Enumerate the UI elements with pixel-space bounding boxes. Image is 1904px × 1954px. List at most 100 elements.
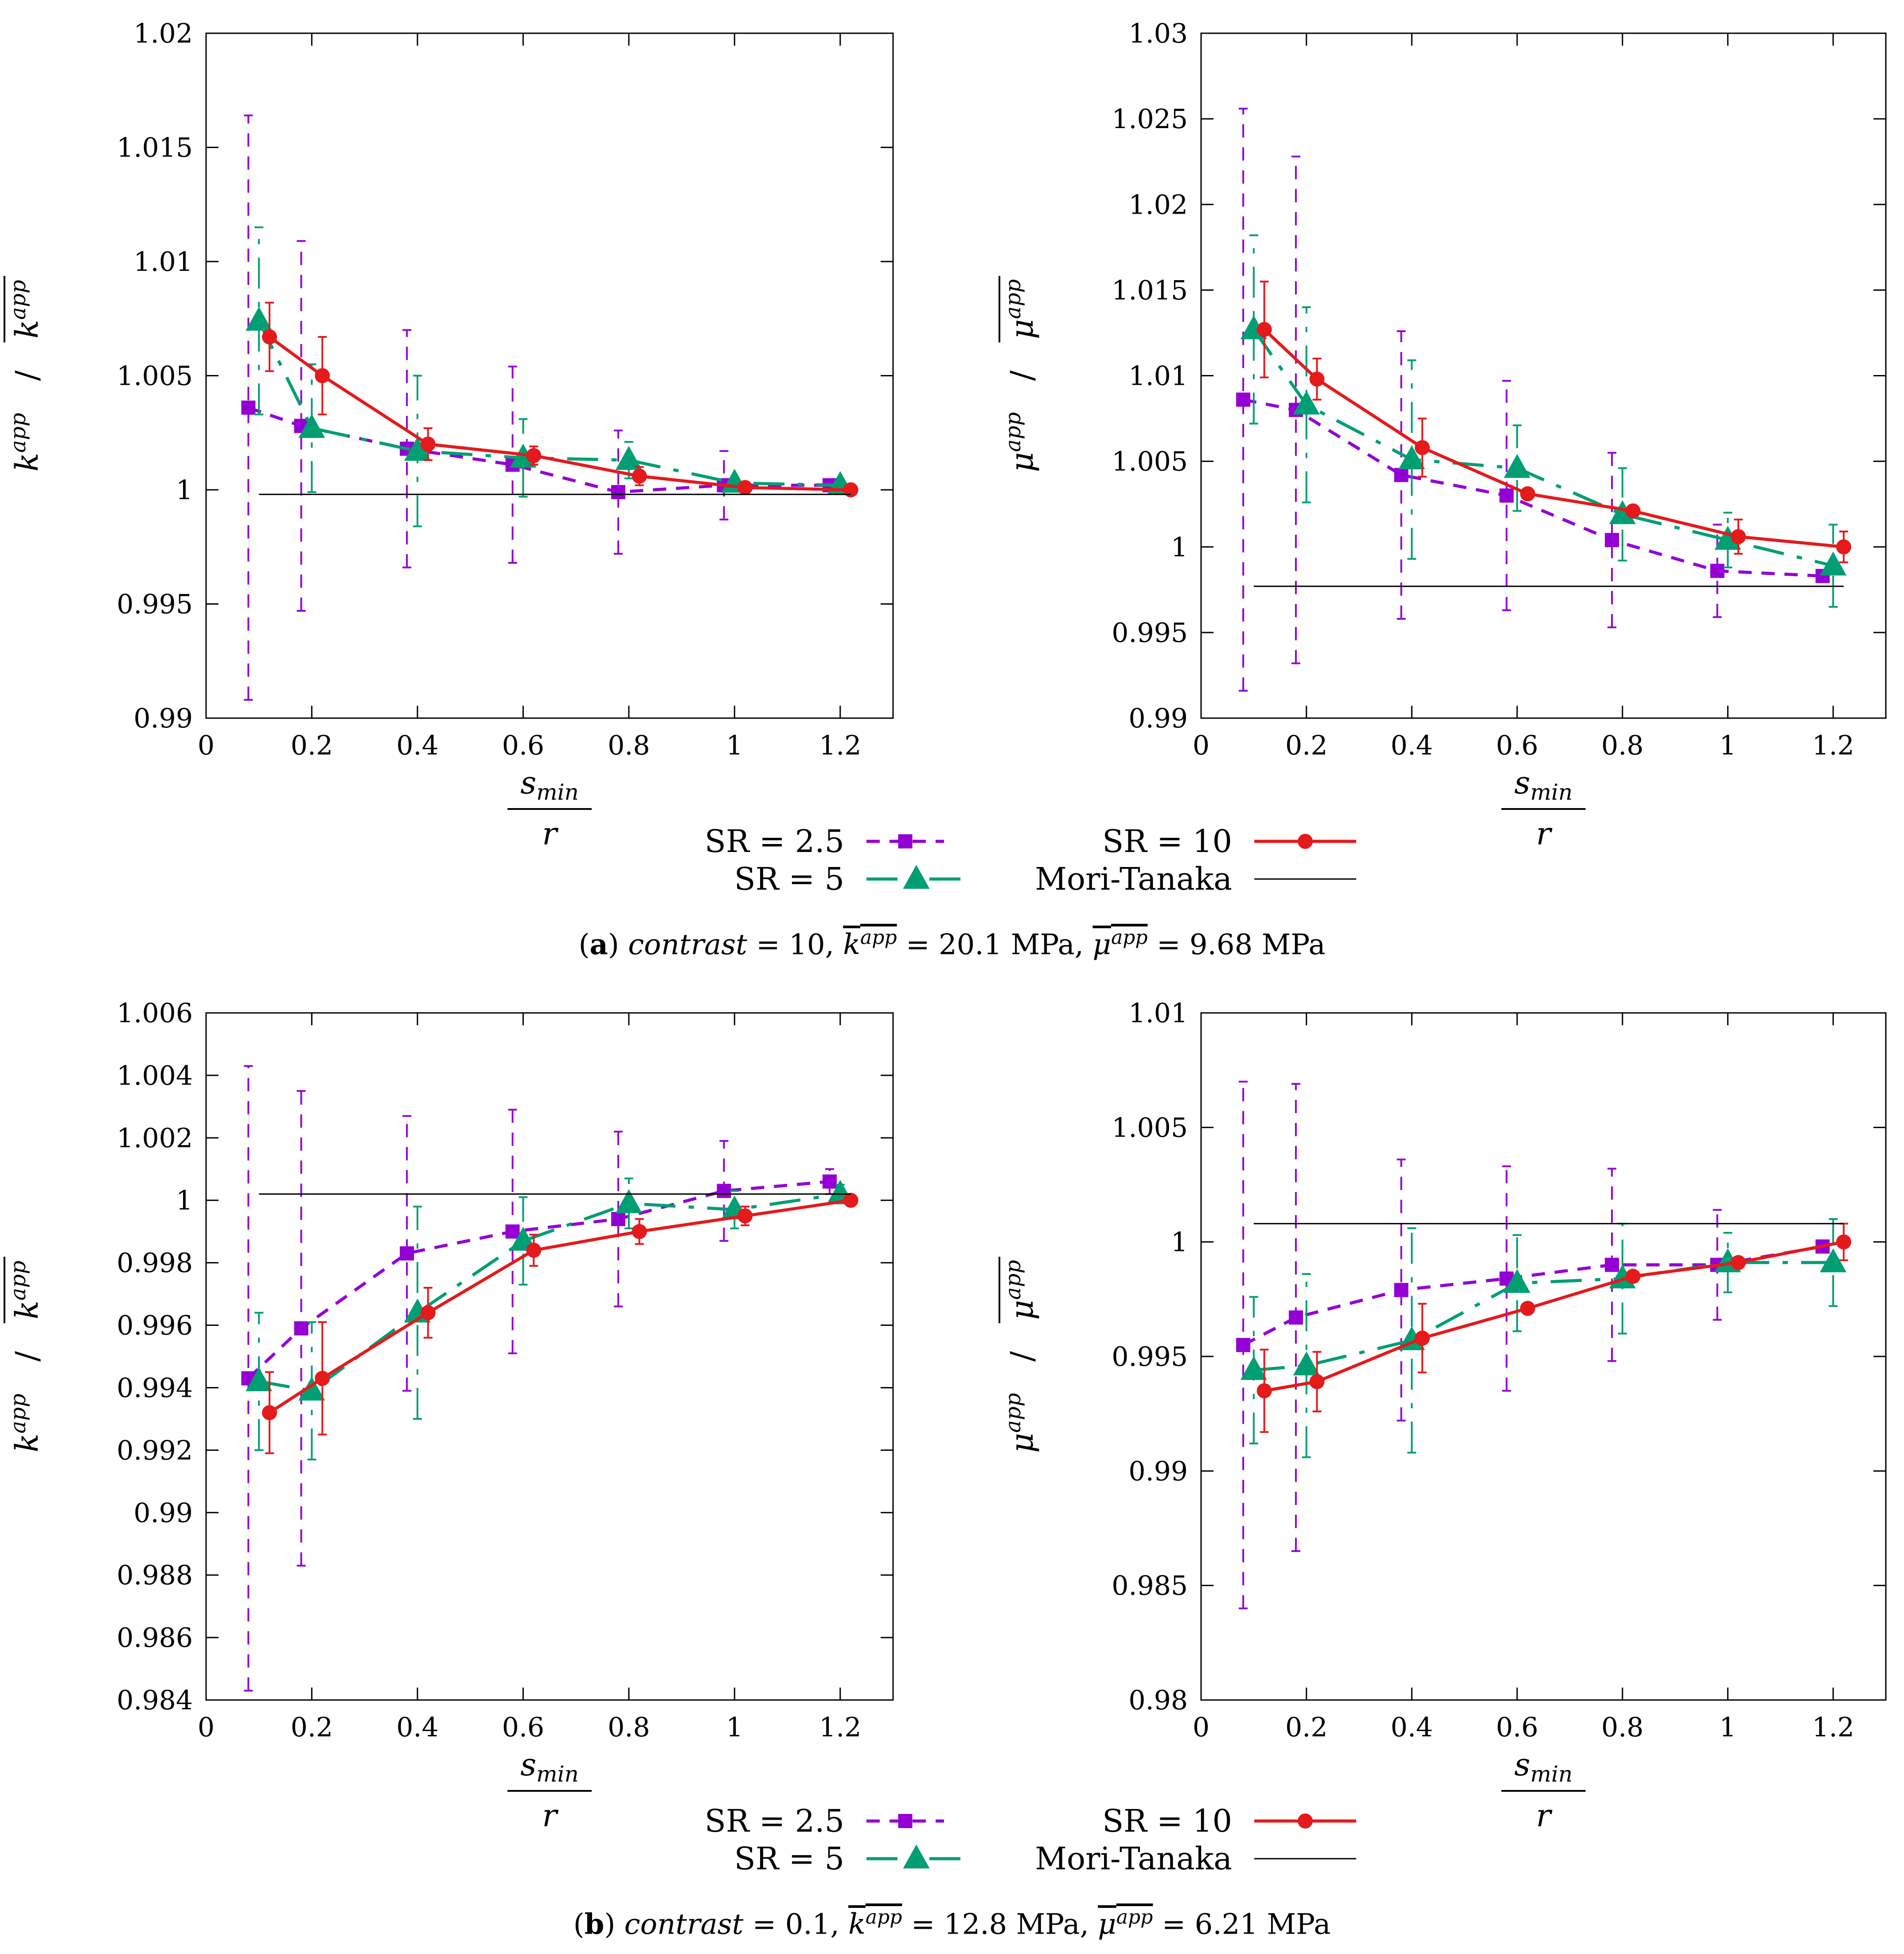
data-point-sr25 [505,1224,520,1239]
caption-b-eq: = 0.1, [743,1908,849,1941]
data-point-sr5 [615,1189,642,1213]
y-tick-label: 0.985 [1112,1571,1188,1602]
x-tick-label: 0 [198,1712,215,1743]
data-point-sr10 [632,1224,647,1239]
data-point-sr5 [1398,445,1425,469]
x-tick-label: 0 [1193,730,1210,761]
x-tick-label: 0.8 [608,730,650,761]
legend-item-sr10: SR = 10 [1102,1803,1356,1839]
caption-b: (b) contrast = 0.1, kapp = 12.8 MPa, μap… [573,1906,1331,1941]
data-point-sr10 [262,329,277,344]
series-line-sr5 [1253,1261,1834,1372]
data-point-sr10 [843,1192,858,1208]
legend-marker-sr5 [903,1845,930,1868]
y-tick-label: 1.006 [117,998,193,1029]
y-tick-label: 0.992 [117,1435,193,1466]
data-point-sr10 [1731,1255,1746,1270]
y-tick-label: 1.025 [1112,104,1188,135]
caption-b-mu-value: = 6.21 MPa [1153,1908,1331,1941]
series-sr10 [262,1192,858,1454]
data-point-sr5 [1820,551,1847,576]
legend-label: SR = 2.5 [705,1803,844,1839]
y-label-denominator: kapp [6,1261,45,1320]
x-label-denominator: r [542,1798,558,1834]
caption-a-mu-value: = 9.68 MPa [1147,928,1326,961]
series-sr10 [1256,281,1851,563]
plot-frame [1200,32,1887,719]
x-tick-label: 0.4 [396,730,438,761]
x-tick-label: 0.2 [1285,1712,1327,1743]
plot-frame [205,1012,894,1701]
y-tick-label: 1.01 [1128,361,1188,392]
data-point-sr25 [611,485,625,500]
y-tick-label: 1.02 [133,18,193,49]
x-tick-label: 0.4 [396,1712,438,1743]
y-label-numerator: kapp [6,413,45,472]
legend-label: SR = 10 [1102,823,1232,860]
data-point-sr25 [1394,1283,1408,1297]
data-point-sr5 [1504,454,1531,478]
y-tick-label: 0.984 [117,1685,193,1716]
y-tick-label: 1.02 [1128,189,1188,220]
data-point-sr10 [315,1371,330,1386]
x-tick-label: 1.2 [819,1712,861,1743]
chart-panel-b-right: 0 0.2 0.4 0.6 0.8 1 1.2 0.98 0.985 0.99 0.995 1 1.00… [999,998,1887,1834]
caption-a-k-value: = 20.1 MPa, [897,928,1093,961]
caption-a: (a) contrast = 10, kapp = 20.1 MPa, μapp… [578,926,1326,961]
x-tick-label: 1 [1719,730,1736,761]
data-point-sr10 [1309,371,1325,387]
data-point-sr25 [294,1321,308,1336]
data-point-sr5 [1714,526,1741,550]
y-tick-label: 0.995 [1112,617,1188,649]
x-tick-label: 1.2 [819,730,861,761]
data-point-sr10 [1520,486,1535,502]
data-point-sr5 [404,437,431,461]
caption-a-k-symbol: kapp [843,926,897,961]
y-label-denominator: kapp [6,280,45,339]
data-point-sr5 [298,414,325,438]
series-sr25 [241,1065,837,1692]
x-label-numerator: smin [1514,765,1573,805]
series-sr25 [1236,1081,1830,1610]
series-sr10 [1256,1223,1851,1433]
x-tick-label: 1 [1719,1712,1736,1743]
x-tick-label: 0.2 [291,730,333,761]
data-point-sr5 [1240,1356,1267,1380]
data-point-sr10 [843,482,858,497]
x-axis-label: smin r [1501,1747,1586,1834]
y-axis-label: μapp / μapp [999,276,1040,472]
y-label-numerator: kapp [6,1394,45,1453]
y-tick-label: 1 [176,475,193,506]
data-point-sr5 [298,1376,325,1401]
data-point-sr5 [1504,1269,1531,1293]
data-point-sr25 [400,1246,414,1261]
data-point-sr10 [1520,1301,1535,1316]
y-tick-label: 0.99 [1128,703,1188,734]
data-point-sr10 [1731,529,1746,544]
caption-a-eq: = 10, [747,928,843,961]
y-label-denominator: μapp [1001,1260,1040,1320]
data-point-sr25 [611,1212,625,1226]
legend-label: Mori-Tanaka [1035,1841,1232,1877]
data-point-sr25 [241,400,256,415]
series-line-sr5 [1252,328,1834,567]
x-axis-label: smin r [507,765,592,852]
y-tick-label: 1.002 [117,1123,193,1154]
legend-marker-sr5 [903,865,930,889]
chart-panel-b-left: 0 0.2 0.4 0.6 0.8 1 1.2 0.984 0.986 0.988 0.99 0.99… [4,998,894,1834]
y-label-slash: / [9,1351,45,1362]
data-point-sr25 [1499,488,1514,503]
x-tick-label: 1.2 [1812,1712,1854,1743]
data-point-sr10 [632,469,647,484]
series-sr25 [1236,107,1830,692]
caption-b-label: b [584,1907,605,1941]
legend-b: SR = 2.5 SR = 10 SR = 5 Mori-Tanaka [705,1803,1356,1877]
y-tick-label: 0.996 [117,1310,193,1341]
legend-item-sr25: SR = 2.5 [705,1803,944,1839]
legend-marker-sr10 [1298,1813,1313,1829]
data-point-sr25 [1236,392,1251,407]
y-tick-label: 0.995 [117,589,193,620]
data-point-sr5 [1820,1248,1847,1273]
y-tick-label: 1.005 [1112,1112,1188,1143]
